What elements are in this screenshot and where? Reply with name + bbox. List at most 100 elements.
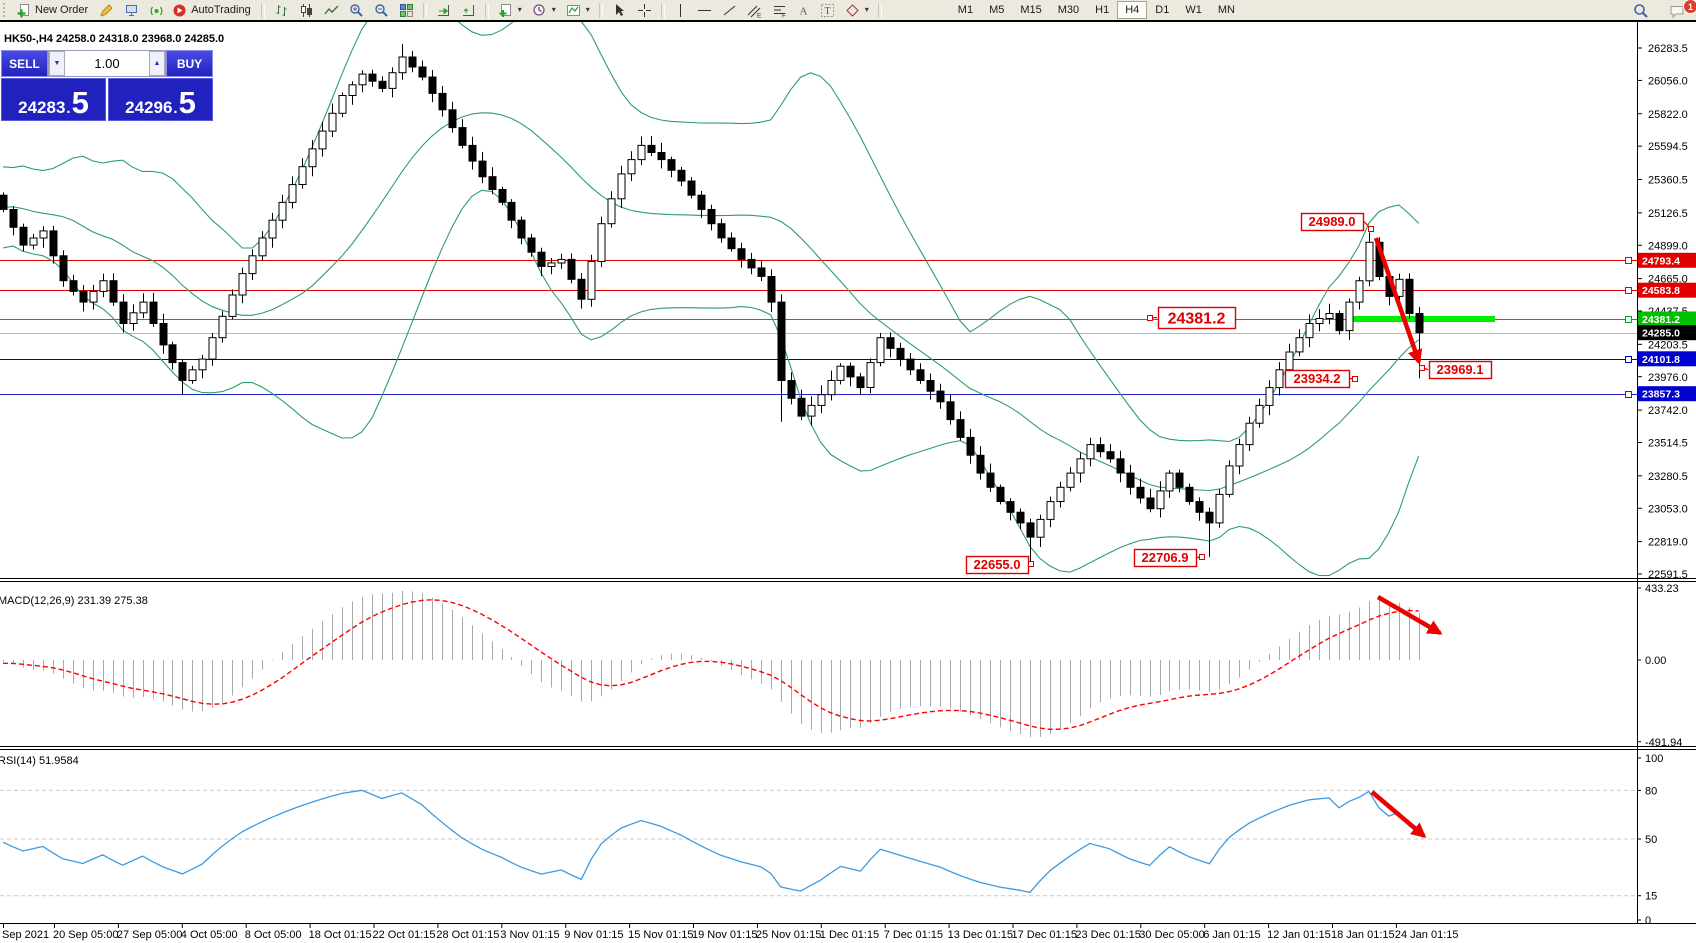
price-axis-badge-label[interactable]: 24583.8 — [1642, 285, 1680, 297]
price-axis-badge[interactable] — [1638, 386, 1696, 402]
buy-button[interactable]: BUY — [166, 50, 213, 77]
autotrading-button[interactable]: AutoTrading — [169, 1, 257, 19]
vertical-line-tool-button[interactable] — [669, 1, 692, 19]
hline-handle[interactable] — [1625, 356, 1632, 363]
time-axis-label[interactable]: 19 Nov 01:15 — [692, 929, 757, 941]
line-chart-button[interactable] — [319, 1, 344, 19]
new-chart-button[interactable]: ▾ — [493, 1, 527, 19]
annotation-anchor[interactable] — [1028, 561, 1034, 567]
price-axis-badge[interactable] — [1638, 311, 1696, 327]
time-axis-label[interactable]: 9 Nov 01:15 — [564, 929, 623, 941]
time-axis-label[interactable]: 1 Dec 01:15 — [820, 929, 879, 941]
price-annotation-box[interactable] — [1300, 212, 1365, 232]
publish-button[interactable] — [119, 1, 144, 19]
price-annotation-text[interactable]: 22655.0 — [974, 557, 1021, 572]
timeframe-m5[interactable]: M5 — [981, 1, 1012, 19]
price-annotation-text[interactable]: 23969.1 — [1437, 362, 1484, 377]
notification-badge[interactable]: 1 — [1683, 0, 1696, 14]
zoom-in-button[interactable] — [344, 1, 369, 19]
time-axis-label[interactable]: Sep 2021 — [2, 929, 49, 941]
annotation-anchor[interactable] — [1199, 554, 1205, 560]
time-axis-label[interactable]: 22 Oct 01:15 — [373, 929, 436, 941]
timeframe-m15[interactable]: M15 — [1012, 1, 1049, 19]
price-annotation-box[interactable] — [1157, 306, 1237, 330]
label-tool-button[interactable]: T — [815, 1, 840, 19]
horizontal-line-tool-button[interactable] — [692, 1, 717, 19]
volume-increase-button[interactable]: ▲ — [149, 51, 165, 76]
price-annotation-text[interactable]: 22706.9 — [1142, 550, 1189, 565]
time-axis-label[interactable]: 23 Dec 01:15 — [1075, 929, 1140, 941]
tile-windows-button[interactable] — [394, 1, 419, 19]
time-axis-label[interactable]: 17 Dec 01:15 — [1012, 929, 1077, 941]
time-axis-label[interactable]: 28 Oct 01:15 — [436, 929, 499, 941]
timeframe-m30[interactable]: M30 — [1050, 1, 1087, 19]
price-axis-badge-label[interactable]: 24381.2 — [1642, 314, 1680, 326]
time-axis-label[interactable]: 12 Jan 01:15 — [1267, 929, 1331, 941]
time-axis-label[interactable]: 27 Sep 05:00 — [117, 929, 182, 941]
time-axis-label[interactable]: 8 Oct 05:00 — [245, 929, 302, 941]
price-axis-badge-label[interactable]: 23857.3 — [1642, 389, 1680, 401]
time-axis-label[interactable]: 20 Sep 05:00 — [53, 929, 118, 941]
candlestick-chart-button[interactable] — [294, 1, 319, 19]
timeframe-w1[interactable]: W1 — [1177, 1, 1210, 19]
sell-button[interactable]: SELL — [1, 50, 48, 77]
price-annotation-box[interactable] — [1428, 360, 1493, 380]
hline-handle[interactable] — [1625, 391, 1632, 398]
timeframe-d1[interactable]: D1 — [1147, 1, 1177, 19]
price-axis-badge-label[interactable]: 24101.8 — [1642, 354, 1680, 366]
trendline-tool-button[interactable] — [717, 1, 742, 19]
price-annotation-text[interactable]: 24989.0 — [1309, 214, 1356, 229]
metaeditor-button[interactable] — [94, 1, 119, 19]
new-order-button[interactable]: New Order — [13, 1, 94, 19]
fibonacci-tool-button[interactable]: F — [767, 1, 792, 19]
cursor-tool-button[interactable] — [607, 1, 632, 19]
channel-tool-button[interactable]: E — [742, 1, 767, 19]
timeframe-h1[interactable]: H1 — [1087, 1, 1117, 19]
price-axis-badge-label[interactable]: 24793.4 — [1642, 255, 1680, 267]
hline-handle[interactable] — [1625, 287, 1632, 294]
trend-arrow[interactable] — [1370, 790, 1427, 838]
trend-arrow[interactable] — [1373, 237, 1423, 365]
time-axis-label[interactable]: 18 Jan 01:15 — [1331, 929, 1395, 941]
annotation-anchor[interactable] — [1352, 376, 1358, 382]
zoom-out-button[interactable] — [369, 1, 394, 19]
buy-price[interactable]: 24296. 5 — [108, 78, 213, 121]
time-axis-label[interactable]: 13 Dec 01:15 — [948, 929, 1013, 941]
price-axis-badge[interactable] — [1638, 325, 1696, 341]
time-axis-label[interactable]: 18 Oct 01:15 — [309, 929, 372, 941]
timeframe-m1[interactable]: M1 — [950, 1, 981, 19]
indicators-button[interactable]: ▾ — [561, 1, 595, 19]
timeframe-h4[interactable]: H4 — [1117, 1, 1148, 19]
time-axis-label[interactable]: 4 Oct 05:00 — [181, 929, 238, 941]
hline-handle[interactable] — [1625, 316, 1632, 323]
sell-price[interactable]: 24283. 5 — [1, 78, 106, 121]
volume-decrease-button[interactable]: ▼ — [49, 51, 65, 76]
time-axis-label[interactable]: 3 Nov 01:15 — [500, 929, 559, 941]
time-axis-label[interactable]: 15 Nov 01:15 — [628, 929, 693, 941]
annotation-anchor[interactable] — [1147, 315, 1153, 321]
price-annotation-text[interactable]: 24381.2 — [1168, 310, 1226, 327]
price-axis-badge[interactable] — [1638, 252, 1696, 268]
bar-chart-button[interactable] — [269, 1, 294, 19]
price-axis-badge[interactable] — [1638, 282, 1696, 298]
chart-shift-button[interactable] — [456, 1, 481, 19]
price-axis-badge[interactable] — [1638, 351, 1696, 367]
price-annotation-box[interactable] — [1133, 548, 1198, 568]
hline-handle[interactable] — [1625, 257, 1632, 264]
periods-button[interactable]: ▾ — [527, 1, 561, 19]
crosshair-tool-button[interactable] — [632, 1, 657, 19]
timeframe-mn[interactable]: MN — [1210, 1, 1243, 19]
shapes-tool-button[interactable]: ▾ — [840, 1, 874, 19]
text-tool-button[interactable]: A — [792, 1, 815, 19]
annotation-anchor[interactable] — [1419, 365, 1425, 371]
time-axis-label[interactable]: 6 Jan 01:15 — [1203, 929, 1261, 941]
signals-button[interactable] — [144, 1, 169, 19]
annotation-anchor[interactable] — [1368, 226, 1374, 232]
time-axis-label[interactable]: 24 Jan 01:15 — [1395, 929, 1459, 941]
search-button[interactable] — [1628, 2, 1654, 20]
volume-input[interactable] — [65, 51, 149, 76]
toolbar-grip[interactable] — [3, 3, 10, 17]
trend-arrow[interactable] — [1376, 595, 1443, 635]
price-annotation-text[interactable]: 23934.2 — [1294, 371, 1341, 386]
